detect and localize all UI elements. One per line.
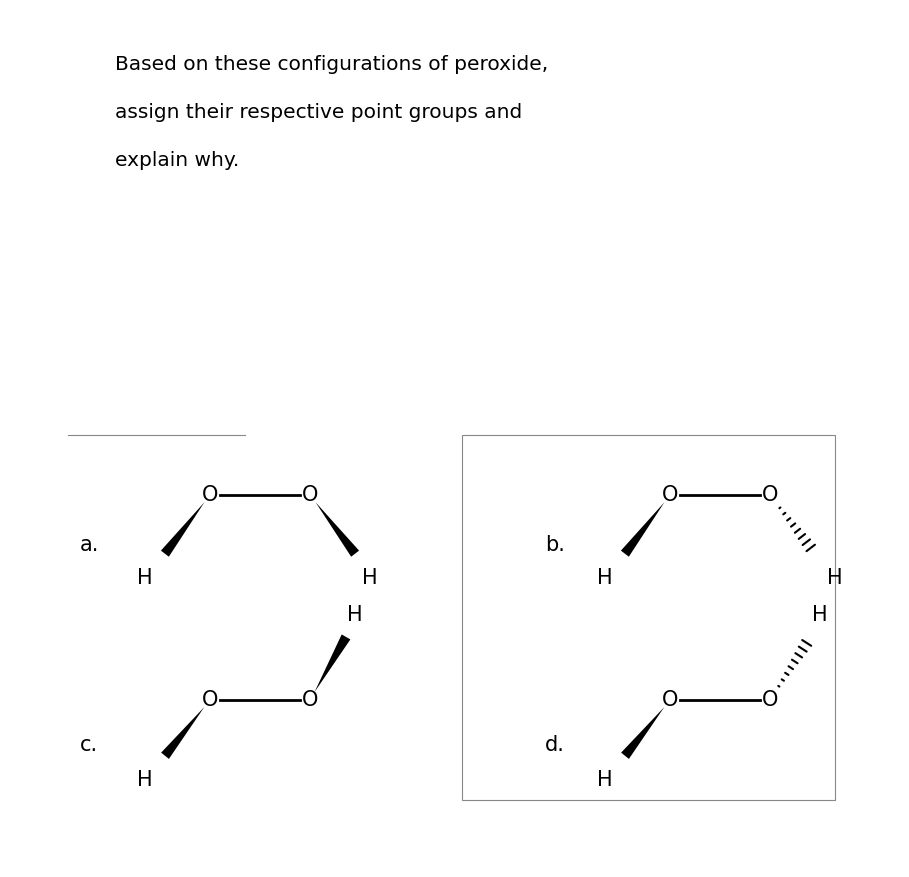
Text: H: H [362,568,378,588]
Bar [462,435,835,800]
Polygon shape [315,503,359,557]
Text: H: H [597,568,613,588]
Text: O: O [762,485,778,505]
Text: H: H [137,568,153,588]
Text: c.: c. [80,735,98,755]
Text: assign their respective point groups and: assign their respective point groups and [115,103,523,122]
Text: b.: b. [545,535,564,555]
Text: O: O [662,485,678,505]
Text: d.: d. [545,735,564,755]
Text: O: O [762,690,778,710]
Text: a.: a. [80,535,99,555]
Text: H: H [597,770,613,790]
Text: O: O [302,485,318,505]
Text: Based on these configurations of peroxide,: Based on these configurations of peroxid… [115,55,548,74]
Text: O: O [662,690,678,710]
Text: H: H [347,605,363,625]
Text: H: H [827,568,843,588]
Text: O: O [302,690,318,710]
Polygon shape [621,503,664,557]
Polygon shape [161,707,205,759]
Polygon shape [315,634,350,692]
Text: H: H [137,770,153,790]
Text: explain why.: explain why. [115,151,239,170]
Text: O: O [202,690,218,710]
Text: O: O [202,485,218,505]
Polygon shape [161,503,205,557]
Text: H: H [812,605,828,625]
Polygon shape [621,707,664,759]
